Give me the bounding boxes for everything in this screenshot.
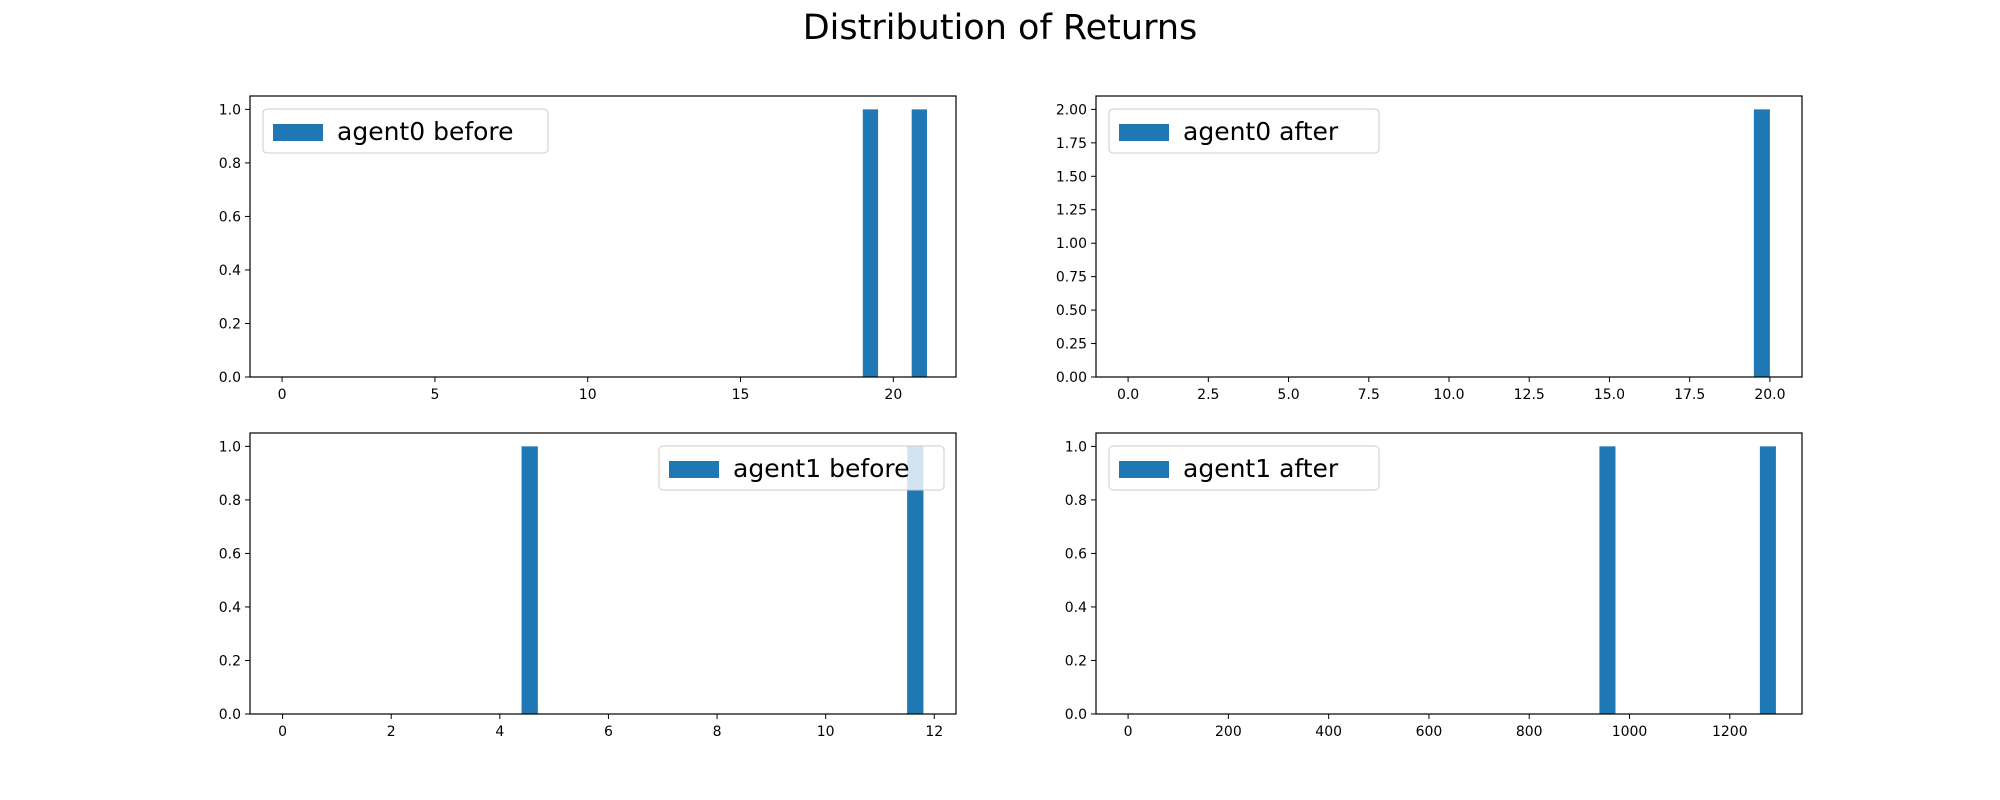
subplot-2: 0.0 2.5 5.0 7.5 10.0 12.5 15.0 17.5 20.0 0.00 0.25… — [1056, 95, 1803, 403]
y-tick-label: 0.6 — [219, 546, 241, 562]
y-tick-label: 0.25 — [1056, 337, 1087, 353]
bar-1 — [1753, 109, 1770, 377]
legend: agent1 before — [658, 445, 945, 491]
y-tick-label: 0.50 — [1056, 303, 1087, 319]
x-tick-label: 6 — [604, 724, 613, 740]
figure-title: Distribution of Returns — [802, 8, 1198, 48]
legend: agent0 before — [262, 108, 549, 154]
y-tick-label: 1.00 — [1056, 236, 1087, 252]
x-tick-label: 600 — [1416, 724, 1443, 740]
x-tick-label: 20 — [884, 387, 902, 403]
y-tick-label: 1.0 — [219, 439, 241, 455]
legend: agent0 after — [1108, 108, 1380, 154]
y-tick-label: 0.0 — [1065, 707, 1087, 723]
x-tick-label: 1200 — [1712, 724, 1748, 740]
y-tick-label: 0.4 — [219, 600, 241, 616]
x-tick-label: 20.0 — [1754, 387, 1785, 403]
legend-box — [1108, 108, 1380, 154]
y-tick-label: 1.50 — [1056, 169, 1087, 185]
y-tick-label: 0.0 — [219, 707, 241, 723]
legend-swatch — [1119, 461, 1169, 478]
legend-swatch — [273, 124, 323, 141]
subplot-3: 0 2 4 6 8 10 12 0.0 0.2 0.4 0.6 0.8 1.0 agent1 before — [219, 432, 957, 740]
y-tick-label: 0.0 — [219, 370, 241, 386]
x-tick-label: 0 — [1124, 724, 1133, 740]
x-tick-label: 17.5 — [1674, 387, 1705, 403]
x-tick-label: 0.0 — [1117, 387, 1139, 403]
x-tick-label: 2 — [387, 724, 396, 740]
subplot-1: 0 5 10 15 20 0.0 0.2 0.4 0.6 0.8 1.0 agent0 before — [219, 95, 957, 403]
x-tick-label: 0 — [278, 724, 287, 740]
y-tick-label: 0.2 — [1065, 653, 1087, 669]
legend-swatch — [669, 461, 719, 478]
x-tick-label: 15 — [732, 387, 750, 403]
x-tick-label: 10.0 — [1433, 387, 1464, 403]
bar-2 — [1759, 446, 1776, 714]
y-tick-label: 0.6 — [219, 209, 241, 225]
y-tick-label: 0.00 — [1056, 370, 1087, 386]
x-tick-label: 200 — [1215, 724, 1242, 740]
x-tick-label: 800 — [1516, 724, 1543, 740]
x-tick-label: 12.5 — [1514, 387, 1545, 403]
y-tick-label: 1.75 — [1056, 136, 1087, 152]
y-tick-label: 0.75 — [1056, 270, 1087, 286]
legend-label: agent1 before — [733, 454, 910, 483]
y-tick-label: 0.8 — [219, 156, 241, 172]
x-tick-label: 7.5 — [1358, 387, 1380, 403]
bar-1 — [521, 446, 538, 714]
bar-2 — [907, 446, 924, 714]
y-tick-label: 0.2 — [219, 316, 241, 332]
y-tick-label: 0.8 — [1065, 493, 1087, 509]
x-tick-label: 5 — [430, 387, 439, 403]
x-tick-label: 1000 — [1612, 724, 1648, 740]
legend-box — [1108, 445, 1380, 491]
y-tick-label: 0.8 — [219, 493, 241, 509]
legend: agent1 after — [1108, 445, 1380, 491]
y-tick-label: 1.0 — [219, 102, 241, 118]
axes-frame — [249, 95, 957, 378]
y-tick-label: 0.6 — [1065, 546, 1087, 562]
x-tick-label: 10 — [579, 387, 597, 403]
legend-box — [262, 108, 549, 154]
subplot-4: 0 200 400 600 800 1000 1200 0.0 0.2 0.4 0.6 0.8 1.0 a… — [1065, 432, 1803, 740]
x-tick-label: 15.0 — [1594, 387, 1625, 403]
x-tick-label: 0 — [278, 387, 287, 403]
x-tick-label: 12 — [925, 724, 943, 740]
legend-swatch — [1119, 124, 1169, 141]
x-tick-label: 400 — [1315, 724, 1342, 740]
x-tick-label: 8 — [713, 724, 722, 740]
legend-label: agent1 after — [1183, 454, 1339, 483]
y-tick-label: 0.2 — [219, 653, 241, 669]
axes-frame — [1095, 432, 1803, 715]
bar-2 — [911, 109, 927, 377]
x-tick-label: 5.0 — [1277, 387, 1299, 403]
legend-box — [658, 445, 945, 491]
y-tick-label: 1.0 — [1065, 439, 1087, 455]
bar-1 — [1599, 446, 1616, 714]
legend-label: agent0 after — [1183, 117, 1339, 146]
y-tick-label: 0.4 — [219, 263, 241, 279]
y-tick-label: 2.00 — [1056, 102, 1087, 118]
x-tick-label: 2.5 — [1197, 387, 1219, 403]
x-tick-label: 4 — [495, 724, 504, 740]
axes-frame — [249, 432, 957, 715]
legend-label: agent0 before — [337, 117, 514, 146]
bar-1 — [862, 109, 879, 377]
y-tick-label: 0.4 — [1065, 600, 1087, 616]
y-tick-label: 1.25 — [1056, 203, 1087, 219]
x-tick-label: 10 — [817, 724, 835, 740]
